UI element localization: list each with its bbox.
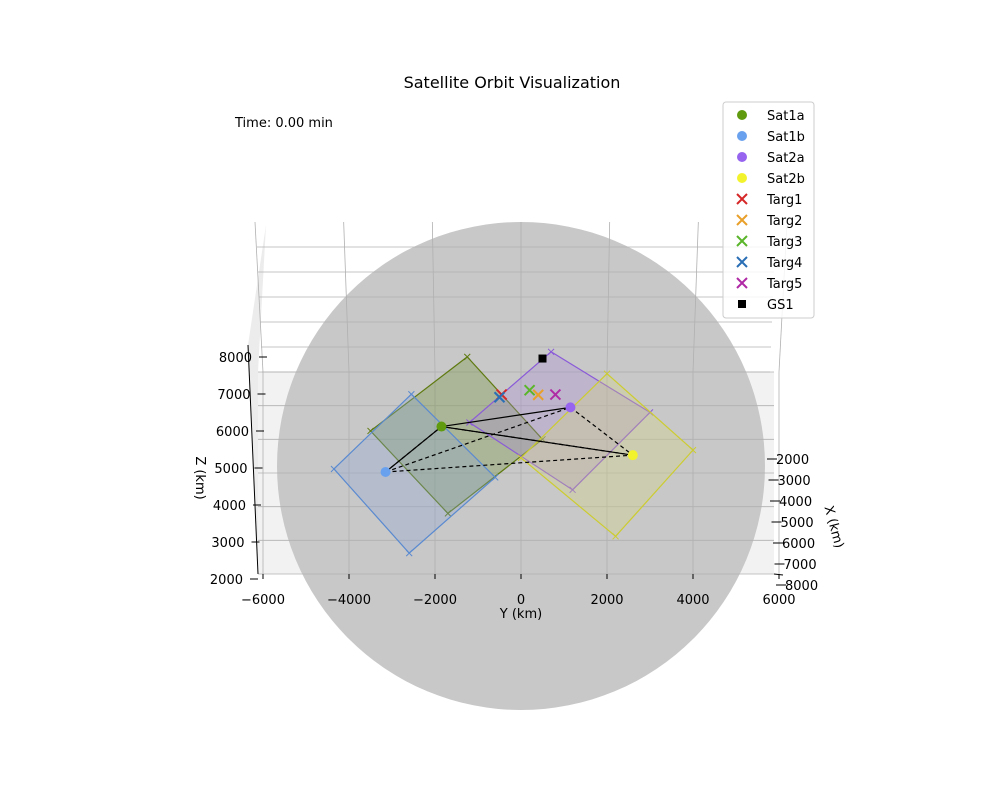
footprint-corner <box>330 465 338 473</box>
plot-markers <box>380 354 638 477</box>
link-sat2a-sat2b <box>570 406 634 456</box>
x-tick-label: 4000 <box>779 495 812 510</box>
legend-label: Sat2a <box>767 151 805 166</box>
point-sat2a <box>565 402 576 413</box>
chart-title: Satellite Orbit Visualization <box>404 73 621 92</box>
link-sat1a-sat2a <box>441 406 571 428</box>
legend-entry-sat1b: Sat1b <box>737 130 805 145</box>
legend-label: Targ3 <box>766 235 802 250</box>
legend-entry-targ1: Targ1 <box>736 193 802 208</box>
legend-label: Targ4 <box>766 256 802 271</box>
legend-entry-targ4: Targ4 <box>736 256 802 271</box>
legend-marker-gs1 <box>738 300 746 308</box>
z-axis-label: Z (km) <box>192 456 207 499</box>
grid-lines <box>247 221 788 576</box>
legend-marker-sat2a <box>737 152 747 162</box>
time-readout: Time: 0.00 min <box>234 116 333 131</box>
y-tick-label: −6000 <box>241 593 285 608</box>
footprint-corner <box>405 549 413 557</box>
z-tick-label: 8000 <box>219 351 252 366</box>
point-targ3 <box>523 384 536 396</box>
legend-entry-targ3: Targ3 <box>736 235 802 250</box>
point-sat2b <box>627 450 638 461</box>
x-tick-label: 6000 <box>782 537 815 552</box>
legend-marker-targ1 <box>736 193 748 205</box>
y-tick-label: −4000 <box>327 593 371 608</box>
point-gs1 <box>538 354 547 363</box>
footprint-corner <box>603 370 611 378</box>
footprint-corner <box>569 486 576 494</box>
y-tick-label: 2000 <box>590 593 623 608</box>
point-sat1b <box>380 466 391 477</box>
x-axis-label: X (km) <box>821 504 847 550</box>
footprint-corner <box>491 474 499 481</box>
axis-ticks: −6000 −4000 −2000 0 2000 4000 6000 2000 3000 4000… <box>210 351 818 608</box>
link-sat1b-sat2b <box>385 454 633 473</box>
legend-entry-targ5: Targ5 <box>736 277 802 292</box>
footprint-corner <box>407 390 415 398</box>
footprint-corner <box>463 353 471 361</box>
z-tick-label: 2000 <box>210 573 243 588</box>
legend-entry-targ2: Targ2 <box>736 214 802 229</box>
crosslinks <box>385 406 634 473</box>
y-tick-label: 4000 <box>676 593 709 608</box>
footprint-corner <box>517 454 525 462</box>
footprint-corner <box>367 427 374 435</box>
legend-label: Targ5 <box>766 277 802 292</box>
link-sat1b-sat2a <box>385 406 571 473</box>
link-sat1b-sat1a <box>385 426 442 473</box>
legend-marker-targ2 <box>736 214 748 226</box>
z-tick-label: 6000 <box>216 425 249 440</box>
legend-label: Sat1b <box>767 130 805 145</box>
link-sat1a-sat2b <box>441 425 633 456</box>
x-tick-label: 8000 <box>785 579 818 594</box>
legend-entry-gs1: GS1 <box>738 298 794 313</box>
z-tick-label: 5000 <box>214 462 247 477</box>
legend-label: Sat2b <box>767 172 805 187</box>
legend-marker-sat1b <box>737 131 747 141</box>
legend-entry-sat2b: Sat2b <box>737 172 805 187</box>
point-targ4 <box>493 391 506 403</box>
z-tick-label: 7000 <box>217 388 250 403</box>
x-tick-label: 2000 <box>776 453 809 468</box>
x-tick-label: 5000 <box>781 516 814 531</box>
footprint-corner <box>689 446 697 454</box>
legend-label: GS1 <box>767 298 794 313</box>
legend-label: Targ1 <box>766 193 802 208</box>
legend-marker-targ5 <box>736 277 748 289</box>
point-targ5 <box>549 388 562 401</box>
legend-marker-sat2b <box>737 173 747 183</box>
y-tick-label: 0 <box>517 593 525 608</box>
legend-marker-targ4 <box>736 256 748 268</box>
legend-label: Sat1a <box>767 109 805 124</box>
footprint-corner <box>612 532 619 540</box>
legend-entry-sat1a: Sat1a <box>737 109 805 124</box>
point-sat1a <box>436 421 447 432</box>
y-tick-label: 6000 <box>762 593 795 608</box>
y-tick-label: −2000 <box>413 593 457 608</box>
z-tick-label: 4000 <box>213 499 246 514</box>
point-targ2 <box>532 389 544 401</box>
legend-entry-sat2a: Sat2a <box>737 151 805 166</box>
z-tick-label: 3000 <box>211 536 244 551</box>
y-axis-label: Y (km) <box>499 607 542 622</box>
legend-marker-targ3 <box>736 235 748 247</box>
legend: Sat1a Sat1b Sat2a Sat2b Targ1 Targ2 Targ3 Targ4… <box>722 101 815 319</box>
legend-label: Targ2 <box>766 214 802 229</box>
x-tick-label: 7000 <box>784 558 817 573</box>
x-tick-label: 3000 <box>778 474 811 489</box>
footprint-corner <box>444 510 452 517</box>
footprint-corner <box>547 348 555 356</box>
legend-marker-sat1a <box>737 110 747 120</box>
